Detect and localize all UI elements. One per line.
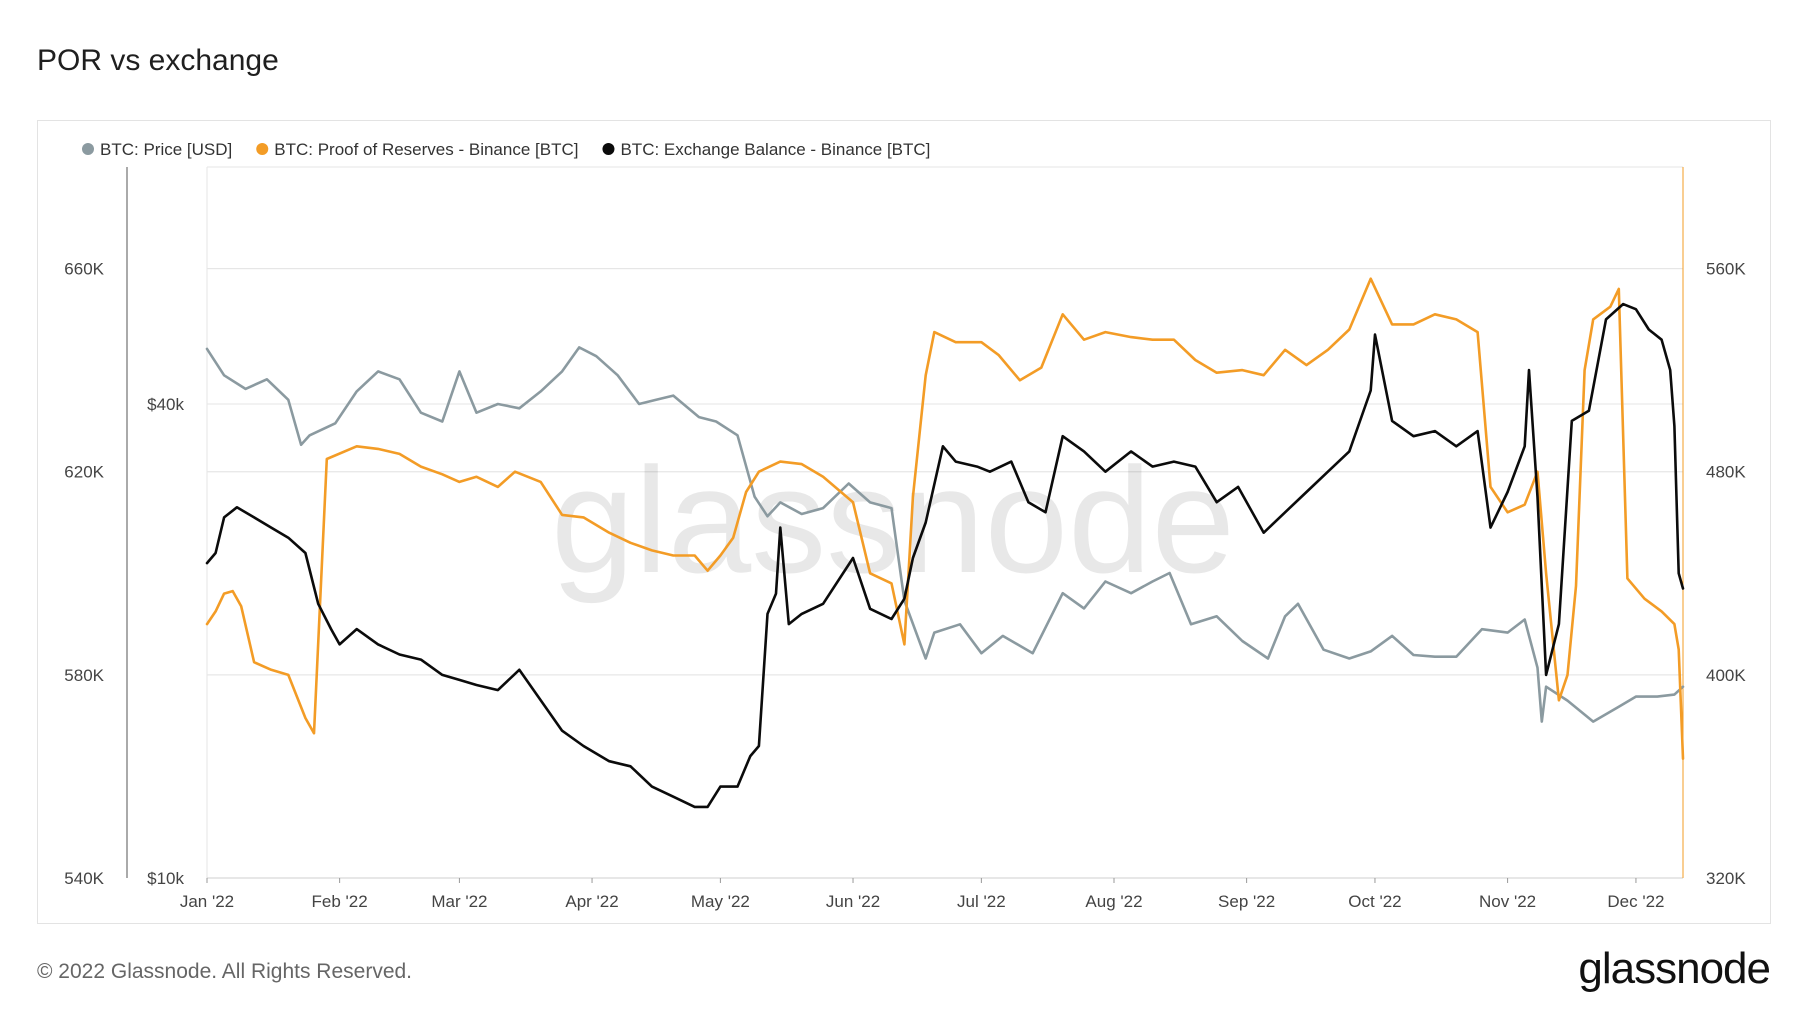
grid — [206, 166, 1683, 879]
x-tick-label: Oct '22 — [1348, 892, 1401, 911]
left-outer-tick-label: 580K — [64, 666, 104, 685]
left-inner-tick-label: $40k — [147, 395, 184, 414]
right-tick-label: 400K — [1706, 666, 1746, 685]
right-tick-label: 320K — [1706, 869, 1746, 888]
right-tick-label: 560K — [1706, 260, 1746, 279]
x-tick-label: Mar '22 — [431, 892, 487, 911]
x-tick-label: Apr '22 — [565, 892, 618, 911]
chart-frame — [37, 120, 1771, 924]
series-line-3 — [205, 302, 1685, 809]
page-title: POR vs exchange — [37, 44, 279, 77]
left-inner-tick-label: $10k — [147, 869, 184, 888]
legend-marker — [256, 143, 269, 155]
x-tick-label: Jan '22 — [180, 892, 234, 911]
legend-label: BTC: Price [USD] — [100, 140, 232, 159]
x-tick-label: Nov '22 — [1479, 892, 1536, 911]
series-line-1 — [205, 346, 1685, 723]
x-tick-label: Jun '22 — [826, 892, 880, 911]
legend-marker — [602, 143, 615, 155]
x-tick-label: Jul '22 — [957, 892, 1006, 911]
x-tick-label: Feb '22 — [312, 892, 368, 911]
series-lines — [205, 277, 1685, 809]
legend-label: BTC: Exchange Balance - Binance [BTC] — [620, 140, 930, 159]
left-outer-tick-label: 660K — [64, 260, 104, 279]
legend: BTC: Price [USD] BTC: Proof of Reserves -… — [82, 140, 930, 159]
legend-label: BTC: Proof of Reserves - Binance [BTC] — [274, 140, 578, 159]
x-tick-label: Dec '22 — [1607, 892, 1664, 911]
right-tick-label: 480K — [1706, 463, 1746, 482]
left-outer-tick-label: 540K — [64, 869, 104, 888]
axes: 540K 580K 620K 660K $10k $40k 320K 400K 480K 560K… — [64, 167, 1746, 911]
x-tick-label: Sep '22 — [1218, 892, 1275, 911]
left-outer-tick-label: 620K — [64, 463, 104, 482]
x-tick-label: Aug '22 — [1085, 892, 1142, 911]
footer-copyright: © 2022 Glassnode. All Rights Reserved. — [37, 960, 413, 983]
glassnode-logo: glassnode — [1578, 944, 1771, 993]
legend-marker — [82, 143, 94, 155]
x-tick-label: May '22 — [691, 892, 750, 911]
